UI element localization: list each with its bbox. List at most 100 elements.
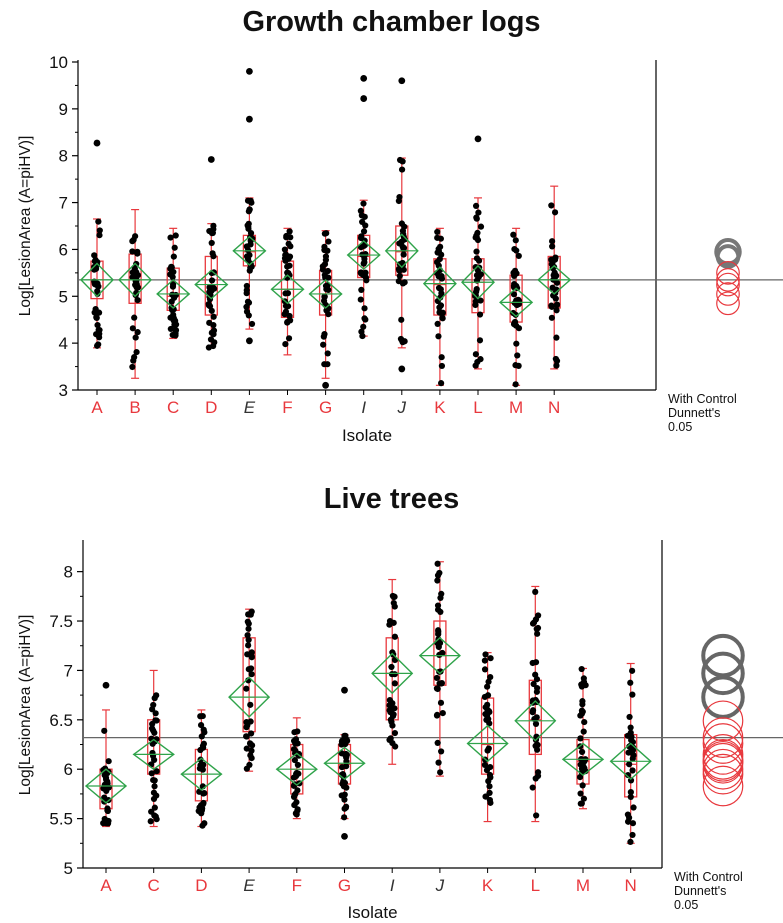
live-trees-panel: 5 5.5 6 6.5 7 7.5 8 Log[LesionArea (A=piHV)] Iso… — [17, 540, 783, 922]
data-point — [533, 688, 541, 695]
data-point — [200, 799, 207, 807]
box-group-D: D — [180, 709, 223, 895]
data-point — [360, 323, 367, 330]
data-point — [477, 356, 484, 363]
x-tick-label: B — [129, 398, 140, 417]
chart-title-growth-chamber: Growth chamber logs — [242, 6, 541, 38]
data-point — [201, 729, 208, 736]
y-tick-label: 5 — [59, 287, 68, 306]
y-tick-label: 7 — [59, 194, 68, 213]
x-tick-label: E — [243, 876, 255, 895]
data-point — [512, 237, 519, 244]
data-point — [244, 632, 251, 639]
data-point — [482, 710, 489, 718]
data-point — [399, 337, 406, 345]
data-point — [321, 261, 329, 268]
data-point — [487, 655, 494, 662]
data-point — [208, 287, 215, 294]
comparison-circle — [701, 651, 745, 696]
data-point — [294, 761, 302, 769]
data-point — [549, 238, 556, 245]
data-point — [473, 285, 480, 293]
data-point — [435, 759, 442, 766]
data-point — [286, 262, 293, 269]
dunnett-label: With Control — [674, 870, 743, 884]
comparison-circle — [716, 261, 740, 285]
outlier-point — [360, 95, 368, 102]
data-point — [172, 332, 179, 339]
data-point — [485, 745, 492, 752]
data-point — [245, 636, 252, 644]
data-point — [94, 287, 101, 295]
data-point — [534, 741, 541, 749]
data-point — [284, 290, 292, 297]
data-point — [293, 809, 300, 817]
data-point — [172, 232, 179, 239]
box-group-E: E — [228, 608, 271, 895]
x-tick-label: K — [434, 398, 446, 417]
data-point — [134, 250, 141, 257]
box-group-C: C — [156, 227, 191, 417]
data-point — [342, 804, 349, 811]
box-group-N: N — [609, 662, 652, 895]
outlier-point — [398, 77, 406, 85]
data-point — [153, 692, 160, 699]
data-point — [201, 790, 208, 797]
data-point — [291, 801, 298, 809]
comparison-circle — [702, 700, 744, 742]
data-point — [486, 789, 493, 797]
data-point — [532, 659, 540, 666]
data-point — [433, 685, 441, 692]
x-tick-label: I — [361, 398, 366, 417]
data-point — [243, 685, 250, 692]
data-point — [513, 301, 521, 309]
data-point — [95, 218, 102, 225]
box-group-I: I — [371, 578, 414, 895]
data-point — [129, 325, 136, 332]
box-group-G: G — [308, 230, 343, 417]
data-point — [529, 709, 536, 716]
y-tick-label: 4 — [59, 334, 68, 353]
data-point — [510, 282, 518, 290]
data-point — [248, 742, 256, 749]
data-point — [398, 220, 405, 227]
x-tick-label: L — [531, 876, 540, 895]
data-point — [243, 745, 250, 752]
x-tick-label: N — [548, 398, 560, 417]
data-point — [481, 657, 488, 664]
data-point — [148, 770, 155, 777]
data-point — [291, 757, 299, 764]
data-point — [361, 305, 368, 312]
data-point — [244, 197, 252, 204]
data-point — [438, 362, 446, 370]
box-group-L: L — [514, 585, 557, 895]
data-point — [398, 166, 406, 173]
data-point — [396, 193, 403, 201]
data-point — [362, 316, 369, 323]
data-point — [533, 676, 541, 683]
data-point — [548, 202, 555, 209]
data-point — [245, 620, 252, 627]
x-tick-label: J — [397, 398, 407, 417]
data-point — [339, 737, 346, 744]
data-point — [357, 269, 364, 276]
data-point — [322, 253, 330, 260]
data-point — [629, 691, 636, 698]
data-point — [472, 298, 479, 305]
data-point — [392, 743, 399, 750]
data-point — [438, 748, 445, 755]
data-point — [553, 279, 561, 286]
dunnett-label: 0.05 — [674, 898, 698, 912]
data-point — [438, 354, 445, 361]
data-point — [96, 227, 103, 234]
data-point — [481, 693, 489, 701]
x-tick-label: K — [482, 876, 494, 895]
data-point — [324, 350, 331, 357]
data-point — [487, 799, 494, 806]
data-point — [243, 282, 250, 290]
data-point — [515, 362, 522, 369]
data-point — [553, 307, 560, 314]
data-point — [358, 233, 365, 240]
data-point — [243, 308, 251, 315]
data-point — [628, 733, 635, 740]
